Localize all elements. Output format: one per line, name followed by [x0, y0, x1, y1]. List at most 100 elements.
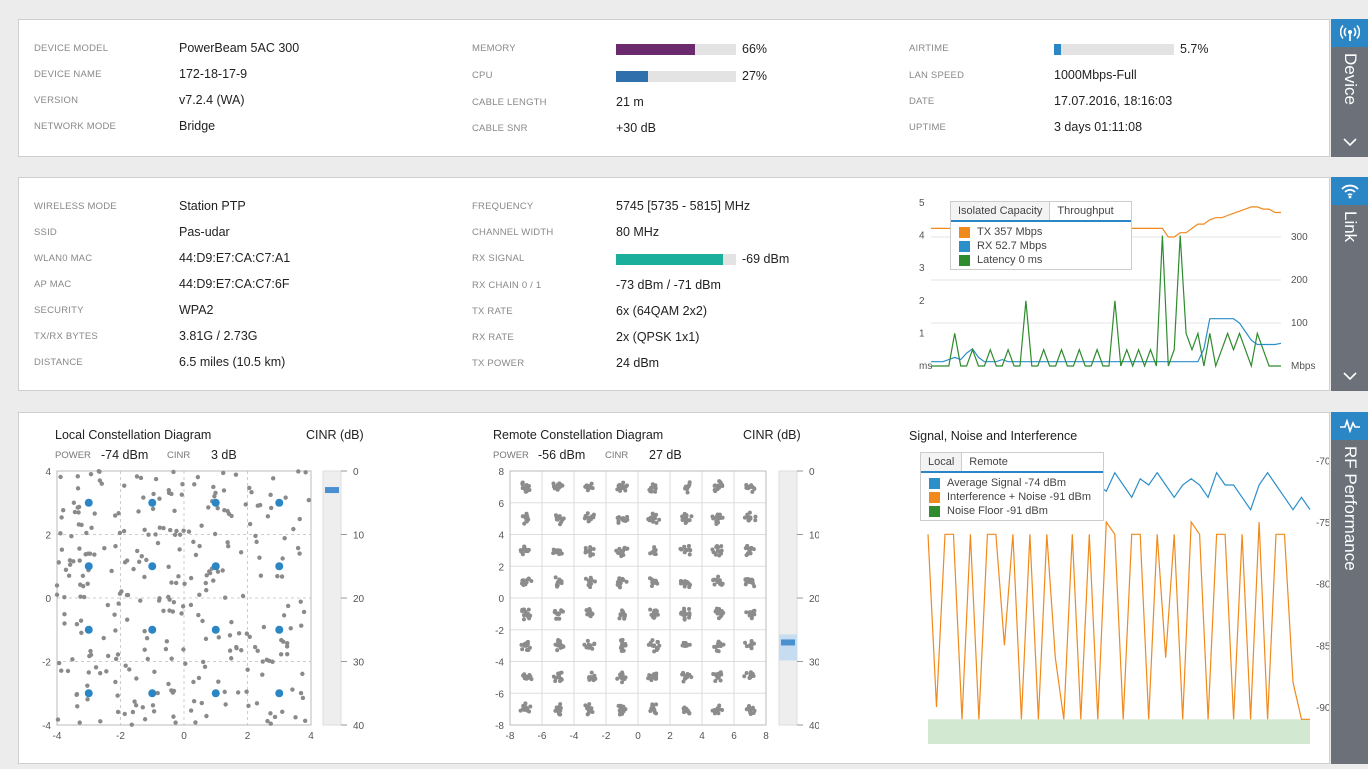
constellation-point: [618, 585, 623, 590]
constellation-point: [681, 670, 686, 675]
frequency-value: 5745 [5735 - 5815] MHz: [616, 199, 751, 213]
legend-signal-label: Average Signal -74 dBm: [947, 477, 1067, 489]
constellation-point: [681, 642, 686, 647]
constellation-point: [215, 569, 221, 574]
x-tick-label: -2: [602, 731, 611, 742]
constellation-point: [518, 708, 523, 713]
constellation-point: [745, 544, 750, 549]
reference-point: [148, 498, 157, 507]
constellation-point: [188, 708, 194, 713]
constellation-point: [204, 713, 209, 719]
constellation-point: [557, 616, 562, 621]
constellation-point: [227, 633, 233, 638]
constellation-point: [261, 624, 267, 630]
link-row-value: -73 dBm / -71 dBm: [616, 278, 721, 292]
constellation-point: [196, 612, 201, 618]
tab-local[interactable]: Local: [921, 453, 963, 471]
cinr-tick-label: 10: [353, 531, 365, 542]
constellation-point: [137, 559, 142, 565]
link-row-value: 6.5 miles (10.5 km): [179, 355, 286, 369]
cinr-tick-label: 40: [809, 721, 819, 732]
constellation-point: [588, 485, 593, 490]
constellation-point: [556, 672, 561, 677]
constellation-point: [592, 642, 597, 647]
constellation-point: [265, 514, 271, 519]
y-tick-label: -80: [1316, 580, 1329, 591]
constellation-point: [227, 648, 233, 653]
constellation-point: [153, 476, 159, 482]
constellation-point: [588, 585, 593, 590]
constellation-point: [713, 552, 718, 557]
constellation-point: [173, 720, 178, 725]
constellation-point: [62, 595, 67, 600]
link-tab[interactable]: Link: [1331, 177, 1368, 391]
legend-noise-floor-label: Noise Floor -91 dBm: [947, 505, 1048, 517]
constellation-point: [83, 552, 88, 557]
constellation-point: [78, 582, 83, 587]
constellation-point: [749, 638, 754, 643]
constellation-point: [167, 608, 172, 613]
constellation-point: [583, 548, 588, 553]
constellation-point: [551, 547, 556, 552]
constellation-point: [681, 679, 686, 684]
constellation-point: [157, 525, 163, 530]
constellation-point: [275, 573, 280, 579]
constellation-point: [245, 667, 250, 672]
constellation-point: [166, 490, 172, 496]
constellation-point: [234, 644, 239, 650]
chevron-down-icon[interactable]: [1331, 133, 1368, 151]
tab-isolated-capacity[interactable]: Isolated Capacity: [951, 202, 1051, 220]
tab-remote[interactable]: Remote: [969, 456, 1008, 468]
constellation-point: [618, 488, 623, 493]
rf-tab-label: RF Performance: [1341, 446, 1360, 571]
tab-throughput[interactable]: Throughput: [1057, 205, 1114, 217]
constellation-point: [618, 672, 623, 677]
legend-item-signal: Average Signal -74 dBm: [921, 476, 1103, 490]
constellation-point: [254, 701, 260, 706]
constellation-point: [88, 472, 94, 477]
constellation-point: [179, 492, 184, 497]
constellation-point: [200, 618, 205, 624]
y-tick-label: -90: [1316, 703, 1329, 714]
constellation-point: [556, 638, 561, 643]
constellation-point: [712, 644, 717, 649]
constellation-point: [743, 640, 748, 645]
constellation-point: [588, 553, 593, 558]
constellation-point: [527, 616, 532, 621]
constellation-point: [553, 708, 558, 713]
constellation-point: [223, 702, 228, 707]
constellation-point: [688, 548, 693, 553]
constellation-point: [588, 548, 593, 553]
constellation-point: [622, 546, 627, 551]
constellation-point: [172, 508, 177, 513]
constellation-point: [249, 490, 254, 495]
constellation-point: [524, 580, 529, 585]
constellation-point: [206, 505, 211, 510]
constellation-point: [293, 715, 298, 720]
constellation-point: [115, 709, 121, 715]
constellation-point: [653, 578, 658, 583]
constellation-point: [520, 486, 525, 491]
memory-bar: [616, 44, 736, 55]
constellation-point: [648, 515, 653, 520]
y-tick-label: 0: [498, 594, 504, 605]
network-mode-value: Bridge: [179, 119, 216, 133]
link-row-label: SSID: [34, 227, 57, 238]
constellation-point: [300, 695, 306, 701]
constellation-point: [623, 643, 628, 648]
rf-tab[interactable]: RF Performance: [1331, 412, 1368, 764]
y-tick-label: -75: [1316, 518, 1329, 529]
constellation-point: [559, 579, 564, 584]
constellation-point: [124, 617, 130, 622]
link-row-label: TX POWER: [472, 358, 525, 369]
cinr-tick-label: 30: [353, 658, 365, 669]
constellation-point: [649, 584, 654, 589]
constellation-point: [167, 527, 173, 533]
x-tick-label: -2: [116, 731, 125, 742]
device-name-label: DEVICE NAME: [34, 69, 102, 80]
chevron-down-icon[interactable]: [1331, 367, 1368, 385]
device-tab[interactable]: Device: [1331, 19, 1368, 157]
constellation-point: [687, 552, 692, 557]
cpu-bar-fill: [616, 71, 649, 82]
constellation-point: [682, 544, 687, 549]
